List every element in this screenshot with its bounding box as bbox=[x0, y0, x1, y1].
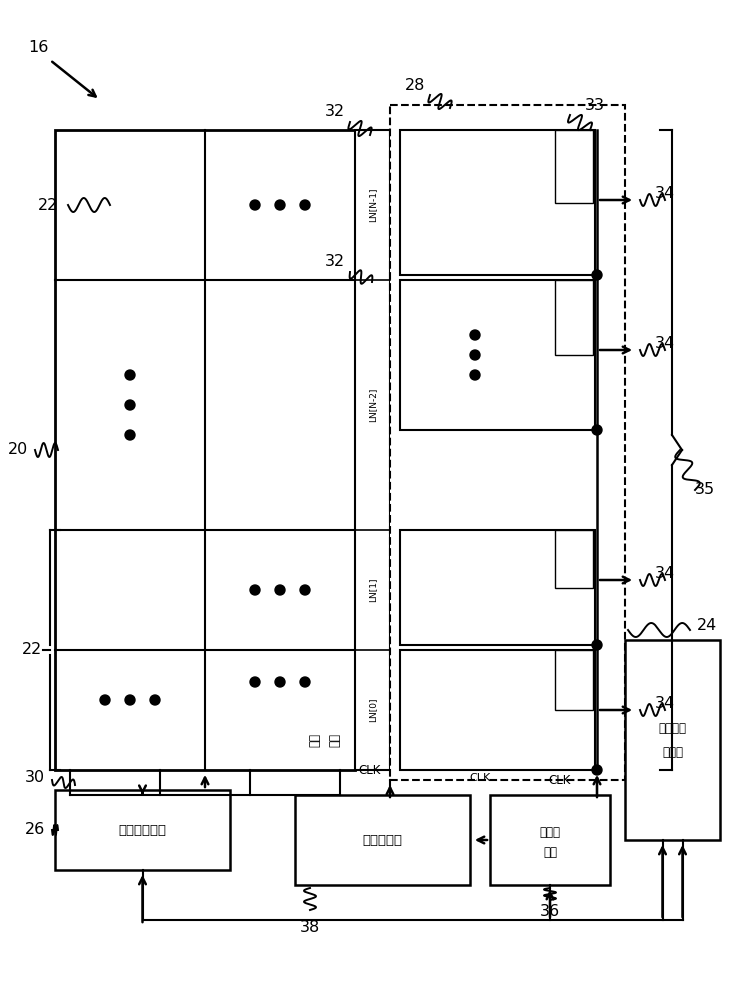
Bar bbox=[555, 280, 593, 355]
Text: 34: 34 bbox=[655, 336, 675, 351]
Circle shape bbox=[300, 200, 310, 210]
Circle shape bbox=[125, 370, 135, 380]
Text: 16: 16 bbox=[28, 40, 48, 55]
Text: 33: 33 bbox=[585, 98, 605, 112]
Text: 34: 34 bbox=[655, 186, 675, 200]
Bar bbox=[390, 105, 625, 780]
Text: 34: 34 bbox=[655, 696, 675, 710]
Circle shape bbox=[100, 695, 110, 705]
Bar bbox=[400, 280, 595, 430]
Text: 斜坡: 斜坡 bbox=[308, 733, 321, 747]
Bar bbox=[400, 650, 595, 770]
Text: 22: 22 bbox=[22, 643, 42, 658]
Text: 34: 34 bbox=[655, 566, 675, 580]
Bar bbox=[355, 130, 390, 770]
Bar bbox=[55, 790, 230, 870]
Circle shape bbox=[470, 330, 480, 340]
Circle shape bbox=[275, 677, 285, 687]
Text: 28: 28 bbox=[405, 78, 425, 93]
Circle shape bbox=[300, 585, 310, 595]
Text: CLK: CLK bbox=[359, 764, 381, 776]
Text: 像素偏移驱动: 像素偏移驱动 bbox=[118, 824, 167, 836]
Circle shape bbox=[125, 400, 135, 410]
Text: LN[0]: LN[0] bbox=[368, 698, 377, 722]
Circle shape bbox=[250, 200, 260, 210]
Bar bbox=[555, 130, 593, 202]
Bar bbox=[295, 795, 470, 885]
Circle shape bbox=[470, 370, 480, 380]
Circle shape bbox=[592, 765, 602, 775]
Text: 32: 32 bbox=[325, 254, 345, 269]
Circle shape bbox=[275, 585, 285, 595]
Text: 20: 20 bbox=[8, 442, 28, 458]
Bar bbox=[490, 795, 610, 885]
Bar bbox=[625, 640, 720, 840]
Text: 斜波发生器: 斜波发生器 bbox=[363, 834, 402, 846]
Bar bbox=[55, 130, 355, 770]
Circle shape bbox=[275, 200, 285, 210]
Text: 计数器: 计数器 bbox=[539, 826, 561, 838]
Circle shape bbox=[250, 677, 260, 687]
Text: 信号: 信号 bbox=[329, 733, 341, 747]
Bar bbox=[400, 130, 595, 275]
Text: CLK: CLK bbox=[469, 773, 490, 783]
Text: 35: 35 bbox=[695, 483, 715, 497]
Text: 36: 36 bbox=[540, 904, 560, 920]
Text: 24: 24 bbox=[697, 617, 717, 633]
Bar bbox=[400, 530, 595, 645]
Text: 30: 30 bbox=[25, 770, 45, 786]
Text: 38: 38 bbox=[300, 920, 320, 936]
Text: 32: 32 bbox=[325, 104, 345, 119]
Circle shape bbox=[592, 640, 602, 650]
Text: 控制和处: 控制和处 bbox=[658, 722, 686, 734]
Text: 26: 26 bbox=[25, 822, 45, 838]
Circle shape bbox=[125, 430, 135, 440]
Text: 22: 22 bbox=[38, 198, 58, 213]
Bar bbox=[555, 650, 593, 710]
Circle shape bbox=[150, 695, 160, 705]
Circle shape bbox=[592, 270, 602, 280]
Circle shape bbox=[300, 677, 310, 687]
Text: LN[N-2]: LN[N-2] bbox=[368, 388, 377, 422]
Text: LN[N-1]: LN[N-1] bbox=[368, 188, 377, 222]
Text: 理电路: 理电路 bbox=[662, 746, 683, 758]
Circle shape bbox=[125, 695, 135, 705]
Bar bbox=[555, 530, 593, 587]
Text: 操纵: 操纵 bbox=[543, 846, 557, 858]
Circle shape bbox=[592, 425, 602, 435]
Text: LN[1]: LN[1] bbox=[368, 578, 377, 602]
Text: CLK: CLK bbox=[549, 774, 571, 786]
Circle shape bbox=[250, 585, 260, 595]
Circle shape bbox=[470, 350, 480, 360]
